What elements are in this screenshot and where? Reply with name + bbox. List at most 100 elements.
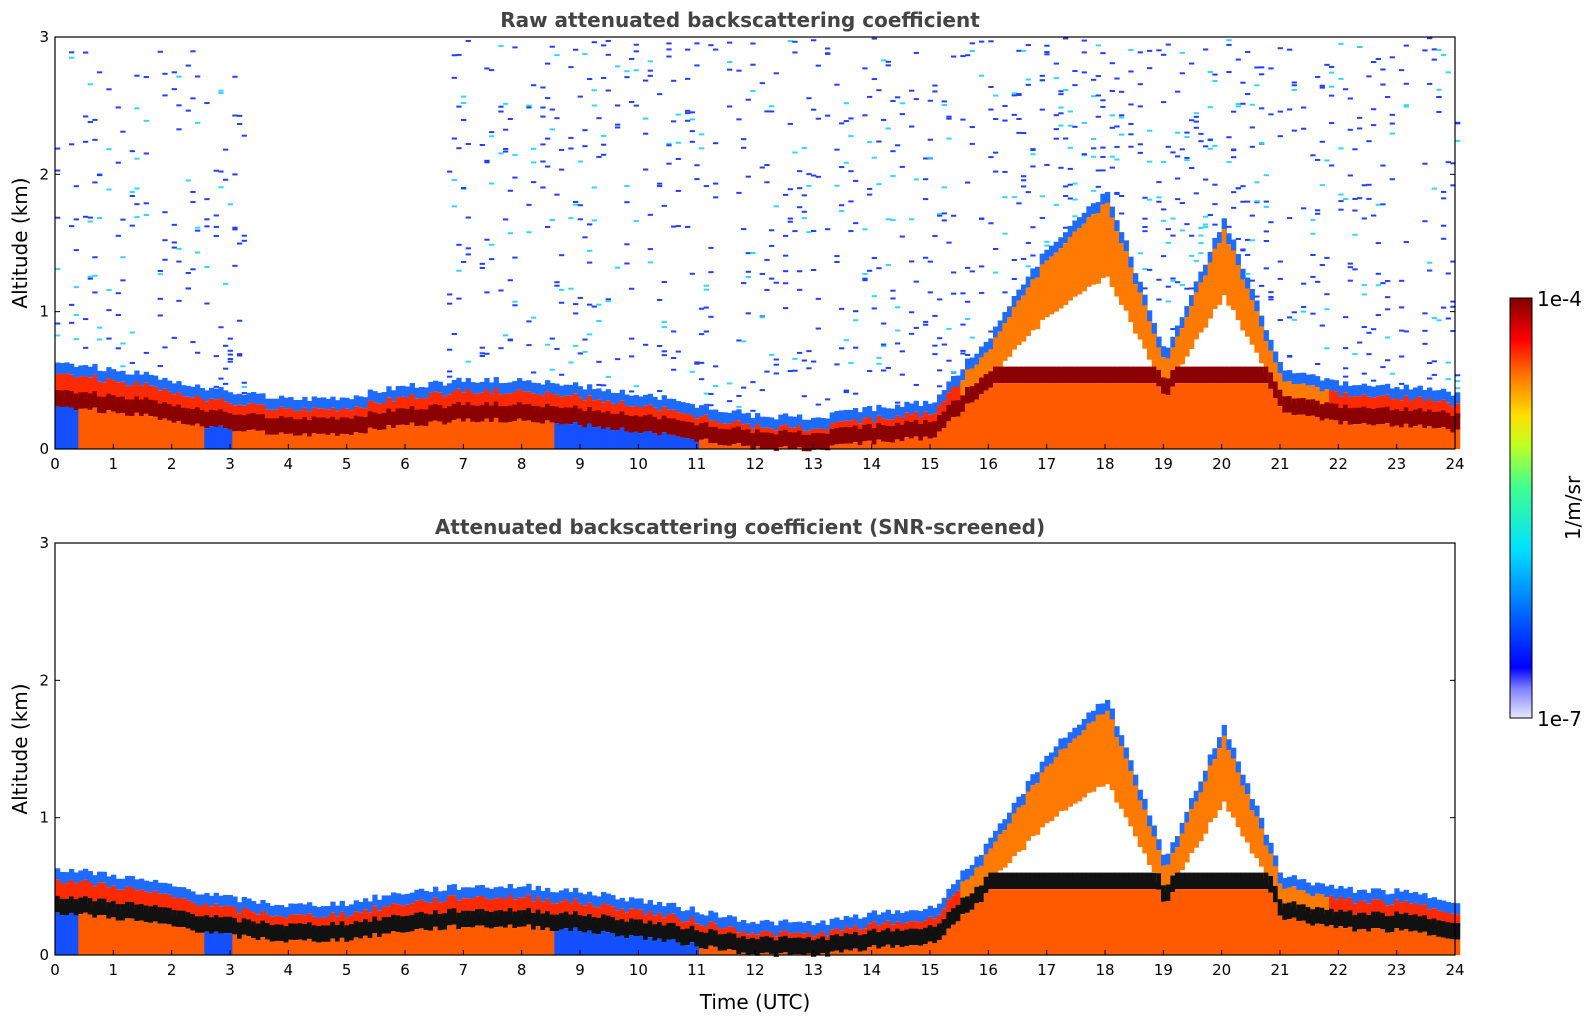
- heat-cell: [1441, 410, 1447, 428]
- heat-cell: [941, 100, 947, 103]
- heat-cell: [120, 256, 126, 259]
- heat-cell: [857, 445, 863, 449]
- heat-cell: [190, 930, 196, 955]
- heat-cell: [1105, 366, 1111, 384]
- heat-cell: [1259, 872, 1265, 890]
- heat-cell: [227, 357, 233, 360]
- heat-cell: [689, 370, 695, 373]
- heat-cell: [815, 428, 821, 435]
- heat-cell: [171, 383, 177, 395]
- heat-cell: [867, 405, 873, 417]
- heat-cell: [1053, 872, 1059, 890]
- heat-cell: [797, 288, 803, 291]
- heat-cell: [1091, 189, 1097, 192]
- heat-cell: [1375, 385, 1381, 397]
- heat-cell: [895, 342, 901, 345]
- heat-cell: [223, 344, 229, 347]
- heat-cell: [479, 421, 485, 449]
- heat-cell: [405, 408, 411, 426]
- heat-cell: [209, 917, 215, 934]
- heat-cell: [573, 422, 579, 449]
- heat-cell: [293, 435, 299, 449]
- heat-cell: [951, 292, 957, 295]
- heat-cell: [1385, 296, 1391, 299]
- heat-cell: [1100, 204, 1106, 278]
- heat-cell: [881, 322, 887, 325]
- heat-cell: [437, 381, 443, 393]
- heat-cell: [437, 421, 443, 449]
- heat-cell: [624, 921, 630, 939]
- heat-cell: [619, 908, 625, 923]
- heat-cell: [797, 414, 803, 426]
- heat-cell: [619, 400, 625, 416]
- heat-cell: [1389, 388, 1395, 400]
- heat-cell: [573, 203, 579, 206]
- heat-cell: [1016, 807, 1022, 852]
- heat-cell: [540, 86, 546, 89]
- heat-cell: [573, 200, 579, 203]
- heat-cell: [241, 415, 247, 432]
- heat-cell: [759, 936, 765, 954]
- heat-cell: [596, 399, 602, 415]
- heat-cell: [1063, 748, 1069, 811]
- heat-cell: [1189, 234, 1195, 237]
- heat-cell: [1137, 292, 1143, 340]
- heat-cell: [223, 401, 229, 416]
- heat-cell: [1175, 366, 1181, 384]
- heat-cell: [633, 104, 639, 107]
- heat-cell: [820, 936, 826, 954]
- heat-cell: [1081, 872, 1087, 890]
- heat-cell: [1021, 132, 1027, 135]
- heat-cell: [106, 410, 112, 449]
- heat-cell: [1263, 200, 1269, 203]
- heat-cell: [549, 422, 555, 449]
- heat-cell: [269, 941, 275, 955]
- heat-cell: [204, 218, 210, 221]
- heat-cell: [1021, 175, 1027, 178]
- heat-cell: [517, 886, 523, 898]
- heat-cell: [1361, 406, 1367, 424]
- heat-cell: [932, 926, 938, 944]
- heat-cell: [736, 405, 742, 408]
- heat-cell: [465, 360, 471, 363]
- heat-cell: [302, 924, 308, 941]
- heat-cell: [1399, 930, 1405, 955]
- heat-cell: [461, 260, 467, 263]
- heat-cell: [993, 151, 999, 154]
- heat-cell: [1436, 920, 1442, 937]
- heat-cell: [1109, 217, 1115, 288]
- heat-cell: [853, 925, 859, 935]
- heat-cell: [1147, 310, 1153, 322]
- heat-cell: [1291, 129, 1297, 132]
- heat-cell: [1170, 842, 1176, 854]
- heat-cell: [540, 913, 546, 931]
- heat-cell: [1245, 794, 1251, 843]
- heat-cell: [69, 225, 75, 228]
- heat-cell: [1175, 198, 1181, 201]
- heat-cell: [773, 372, 779, 375]
- heat-cell: [1128, 872, 1134, 890]
- x-tick-label: 8: [517, 455, 527, 473]
- heat-cell: [517, 926, 523, 955]
- heat-cell: [853, 425, 859, 443]
- heat-cell: [675, 157, 681, 160]
- heat-cell: [1170, 386, 1176, 449]
- heat-cell: [423, 913, 429, 931]
- heat-cell: [601, 143, 607, 146]
- heat-cell: [223, 282, 229, 285]
- heat-cell: [960, 395, 966, 412]
- heat-cell: [1123, 251, 1129, 311]
- heat-cell: [437, 902, 443, 919]
- heat-cell: [601, 44, 607, 47]
- heat-cell: [405, 915, 411, 933]
- heat-cell: [573, 927, 579, 955]
- heat-cell: [1156, 181, 1162, 184]
- heat-cell: [1221, 383, 1227, 449]
- heat-cell: [461, 118, 467, 121]
- heat-cell: [297, 410, 303, 423]
- heat-cell: [764, 370, 770, 373]
- heat-cell: [288, 903, 294, 915]
- heat-cell: [783, 254, 789, 257]
- heat-cell: [335, 905, 341, 917]
- heat-cell: [428, 381, 434, 393]
